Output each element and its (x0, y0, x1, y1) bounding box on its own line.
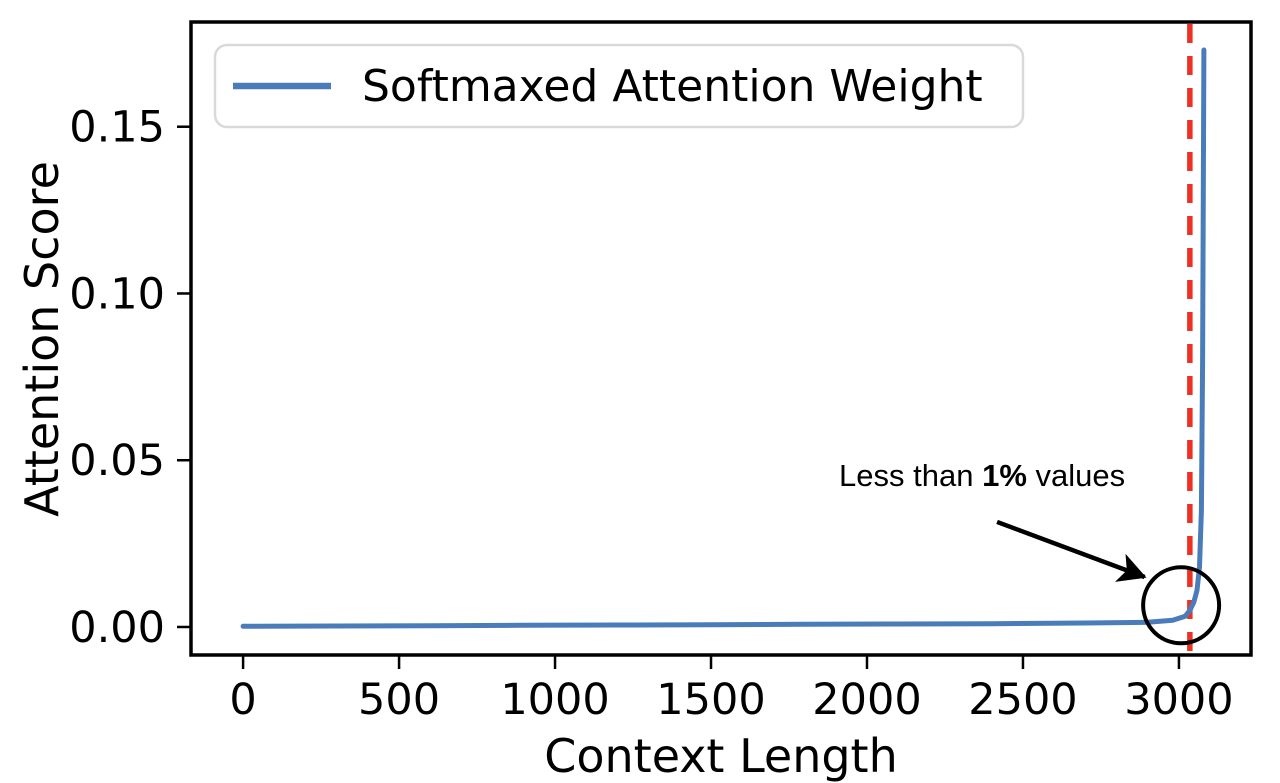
legend: Softmaxed Attention Weight (213, 43, 1025, 129)
y-tick-label: 0.15 (69, 103, 165, 153)
x-tick-label: 0 (229, 675, 256, 725)
x-tick-label: 2000 (812, 675, 921, 725)
legend-label: Softmaxed Attention Weight (362, 61, 983, 112)
x-tick-label: 1000 (500, 675, 609, 725)
x-tick-label: 1500 (656, 675, 765, 725)
legend-box (213, 43, 1025, 129)
y-tick-label: 0.10 (69, 269, 165, 319)
x-axis-ticks: 0 500 1000 1500 2000 2500 3000 (229, 656, 1234, 725)
y-axis-ticks: 0.00 0.05 0.10 0.15 (69, 103, 190, 653)
y-tick-label: 0.05 (69, 436, 165, 486)
y-axis-label: Attention Score (15, 161, 69, 517)
x-axis-label: Context Length (544, 729, 898, 783)
y-tick-label: 0.00 (69, 603, 165, 653)
annotation-text-part: Less than (839, 458, 982, 493)
annotation-circle (1141, 565, 1222, 646)
annotation-text: Less than 1% values (839, 458, 1125, 493)
annotation-text-part: values (1027, 458, 1125, 493)
x-tick-label: 2500 (968, 675, 1077, 725)
x-tick-label: 500 (358, 675, 440, 725)
annotation-arrow (996, 519, 1147, 582)
x-tick-label: 3000 (1124, 675, 1233, 725)
annotation-text-bold-part: 1% (982, 458, 1027, 493)
